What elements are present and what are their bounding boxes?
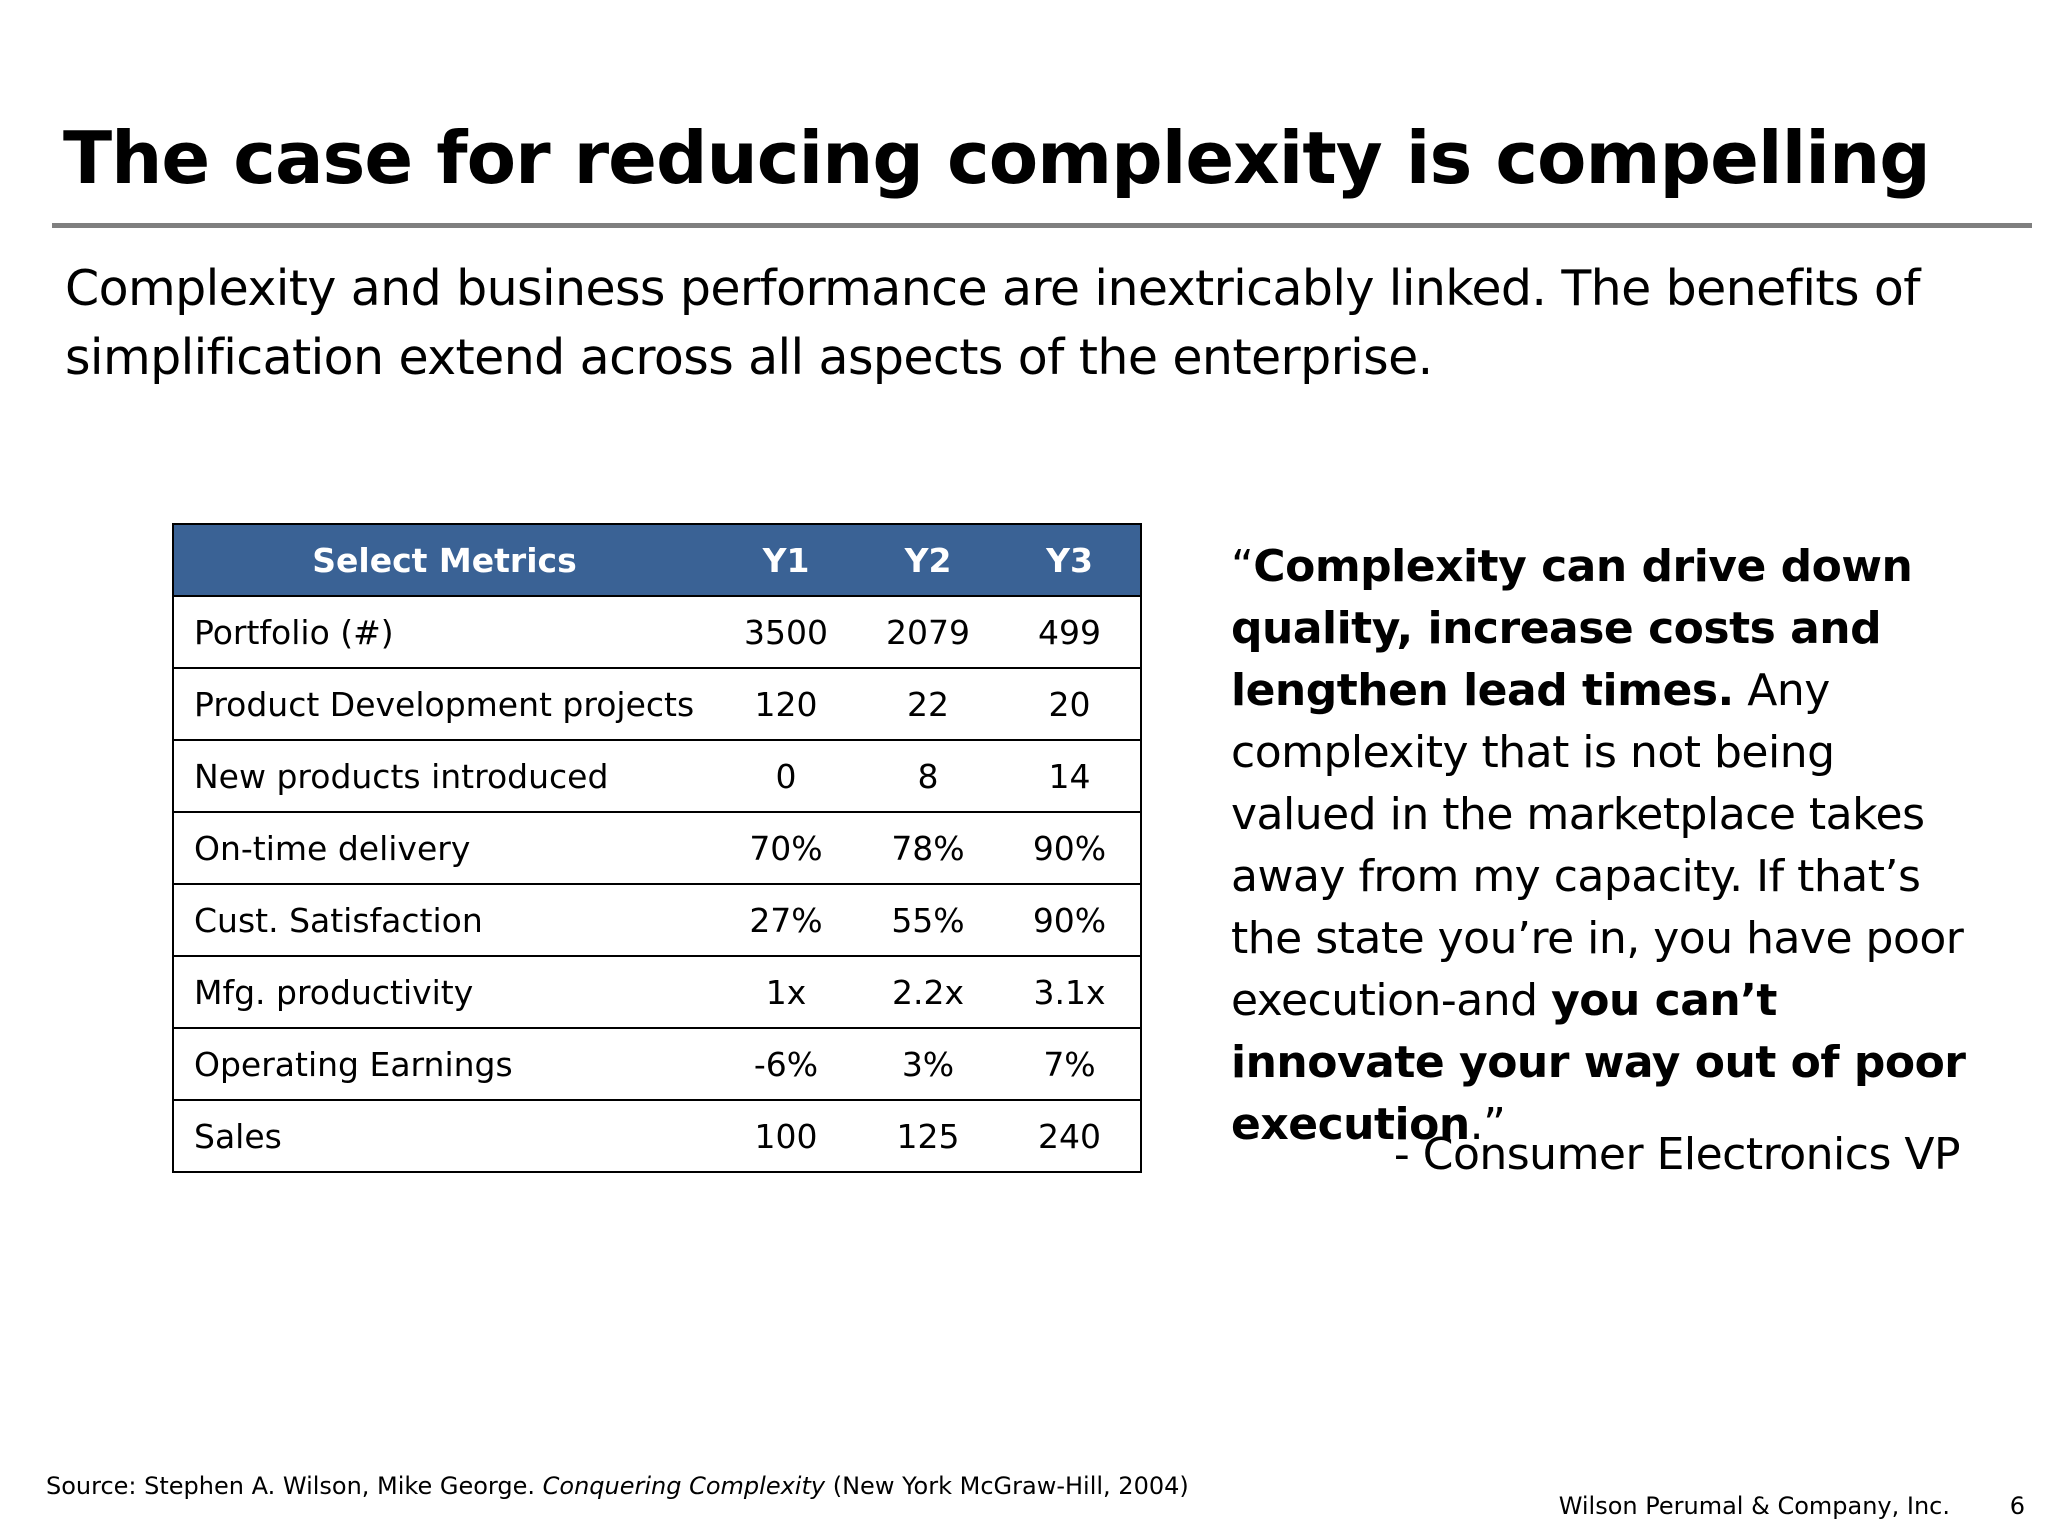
metric-y2: 22: [857, 667, 999, 741]
table-row: Portfolio (#) 3500 2079 499: [172, 595, 1142, 669]
quote-bold-1: Complexity can drive down quality, incre…: [1231, 541, 1913, 716]
metric-y3: 240: [999, 1099, 1142, 1173]
metric-y1: 3500: [715, 595, 857, 669]
metric-label: Portfolio (#): [172, 595, 715, 669]
source-book-title: Conquering Complexity: [542, 1472, 826, 1500]
source-prefix: Source: Stephen A. Wilson, Mike George.: [46, 1472, 535, 1500]
table-row: On-time delivery 70% 78% 90%: [172, 811, 1142, 885]
metric-y2: 125: [857, 1099, 999, 1173]
executive-quote: “Complexity can drive down quality, incr…: [1231, 536, 1991, 1156]
metric-y3: 7%: [999, 1027, 1142, 1101]
metric-y1: 1x: [715, 955, 857, 1029]
metric-y3: 90%: [999, 811, 1142, 885]
metric-y2: 2.2x: [857, 955, 999, 1029]
metric-label: Product Development projects: [172, 667, 715, 741]
header-y2: Y2: [857, 523, 999, 597]
metric-label: Sales: [172, 1099, 715, 1173]
metric-y1: 0: [715, 739, 857, 813]
metric-label: On-time delivery: [172, 811, 715, 885]
source-suffix: (New York McGraw-Hill, 2004): [832, 1472, 1189, 1500]
title-divider: [52, 223, 2032, 228]
metrics-table-header: Select Metrics Y1 Y2 Y3: [172, 523, 1142, 597]
metric-y2: 3%: [857, 1027, 999, 1101]
header-y3: Y3: [999, 523, 1142, 597]
table-row: Cust. Satisfaction 27% 55% 90%: [172, 883, 1142, 957]
header-y1: Y1: [715, 523, 857, 597]
table-row: New products introduced 0 8 14: [172, 739, 1142, 813]
metric-y3: 499: [999, 595, 1142, 669]
metric-label: Operating Earnings: [172, 1027, 715, 1101]
metric-y3: 20: [999, 667, 1142, 741]
table-row: Product Development projects 120 22 20: [172, 667, 1142, 741]
metric-label: Mfg. productivity: [172, 955, 715, 1029]
table-row: Operating Earnings -6% 3% 7%: [172, 1027, 1142, 1101]
metric-y3: 3.1x: [999, 955, 1142, 1029]
metric-y2: 78%: [857, 811, 999, 885]
quote-open-mark: “: [1231, 541, 1254, 592]
metric-label: New products introduced: [172, 739, 715, 813]
company-name: Wilson Perumal & Company, Inc.: [1558, 1492, 1950, 1520]
metric-y3: 90%: [999, 883, 1142, 957]
metric-y1: 70%: [715, 811, 857, 885]
metric-y1: 100: [715, 1099, 857, 1173]
metric-y1: 27%: [715, 883, 857, 957]
metric-y1: -6%: [715, 1027, 857, 1101]
metric-y2: 2079: [857, 595, 999, 669]
metric-label: Cust. Satisfaction: [172, 883, 715, 957]
metric-y3: 14: [999, 739, 1142, 813]
metric-y2: 55%: [857, 883, 999, 957]
slide-subtitle: Complexity and business performance are …: [65, 260, 1921, 386]
table-row: Sales 100 125 240: [172, 1099, 1142, 1173]
page-number: 6: [2009, 1492, 2025, 1520]
quote-bold-2: you can’t innovate your way out of poor …: [1231, 975, 1966, 1150]
quote-text-1: Any complexity that is not being valued …: [1231, 665, 1964, 1026]
header-select-metrics: Select Metrics: [172, 523, 715, 597]
slide-title: The case for reducing complexity is comp…: [63, 116, 1931, 200]
quote-close: .”: [1469, 1099, 1506, 1150]
table-row: Mfg. productivity 1x 2.2x 3.1x: [172, 955, 1142, 1029]
source-citation: Source: Stephen A. Wilson, Mike George. …: [46, 1470, 1346, 1502]
quote-attribution: - Consumer Electronics VP: [1393, 1129, 1961, 1180]
metric-y2: 8: [857, 739, 999, 813]
metrics-table: Select Metrics Y1 Y2 Y3 Portfolio (#) 35…: [172, 523, 1142, 1173]
metric-y1: 120: [715, 667, 857, 741]
